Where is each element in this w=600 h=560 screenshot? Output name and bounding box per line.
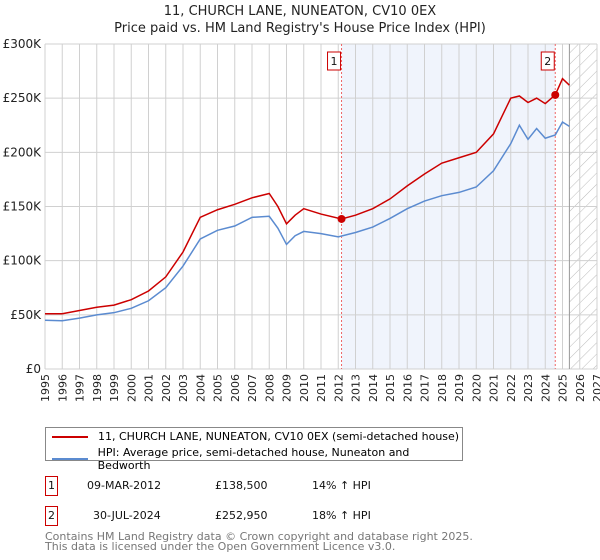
x-tick-label: 2016 [401,374,414,402]
y-tick-label: £150K [3,200,43,214]
legend: 11, CHURCH LANE, NUNEATON, CV10 0EX (sem… [45,427,463,472]
x-tick-label: 2010 [298,374,311,402]
marker-badge: 2 [45,506,58,526]
x-tick-label: 2001 [143,374,156,402]
transaction-price: £252,950 [215,509,268,522]
sale-label: 1 [331,55,338,68]
x-tick-label: 2002 [160,374,173,402]
transaction-date: 30-JUL-2024 [93,509,161,522]
x-tick-label: 1996 [56,374,69,402]
y-tick-label: £50K [10,308,42,322]
sale-label-box [540,51,555,71]
marker-badge: 1 [45,476,58,496]
transaction-date: 09-MAR-2012 [87,479,162,492]
y-tick-label: £100K [3,254,43,268]
x-tick-label: 2023 [522,374,535,402]
x-tick-label: 2011 [315,374,328,402]
x-tick-label: 1995 [39,374,52,402]
x-tick-label: 2014 [367,374,380,402]
x-tick-label: 2000 [125,374,138,402]
x-tick-label: 2006 [229,374,242,402]
sale-point [337,214,346,223]
legend-item-property: 11, CHURCH LANE, NUNEATON, CV10 0EX (sem… [52,430,459,443]
x-tick-label: 2012 [332,374,345,402]
legend-label: 11, CHURCH LANE, NUNEATON, CV10 0EX (sem… [98,430,460,443]
x-tick-label: 2003 [177,374,190,402]
series-line [45,77,570,315]
transaction-hpi: 14% ↑ HPI [312,479,371,492]
y-tick-label: £300K [3,37,43,51]
x-tick-label: 2019 [453,374,466,402]
x-tick-label: 2013 [350,374,363,402]
legend-swatch-red [52,435,88,438]
y-tick-label: £0 [26,362,41,376]
x-tick-label: 2004 [194,374,207,402]
transaction-hpi: 18% ↑ HPI [312,509,371,522]
legend-label: HPI: Average price, semi-detached house,… [97,446,410,472]
chart-title: 11, CHURCH LANE, NUNEATON, CV10 0EX [163,4,437,19]
chart-subtitle: Price paid vs. HM Land Registry's House … [114,21,486,36]
x-tick-label: 2007 [246,374,259,402]
x-tick-label: 2008 [263,374,276,402]
x-tick-label: 2017 [419,374,432,402]
sale-label: 2 [544,55,551,68]
footer-licence: This data is licensed under the Open Gov… [45,540,396,553]
legend-swatch-blue [52,458,88,460]
x-tick-label: 2024 [539,374,552,402]
x-tick-label: 2009 [281,374,294,402]
x-tick-label: 2005 [212,374,225,402]
footer-copyright: Contains HM Land Registry data © Crown c… [45,530,473,543]
x-tick-label: 2021 [488,374,501,402]
series-line [44,120,570,322]
y-tick-label: £200K [3,145,43,159]
x-tick-label: 2027 [591,374,600,402]
legend-item-hpi: HPI: Average price, semi-detached house,… [52,446,462,472]
x-tick-label: 1999 [108,374,121,402]
y-tick-label: £250K [3,91,43,105]
sale-point [551,90,560,99]
x-tick-label: 2025 [557,374,570,402]
x-tick-label: 1998 [91,374,104,402]
x-tick-label: 2026 [574,374,587,402]
x-tick-label: 2018 [436,374,449,402]
x-tick-label: 1997 [74,374,87,402]
x-tick-label: 2020 [470,374,483,402]
transaction-price: £138,500 [215,479,268,492]
price-chart: 1995 1996 1997 1998 1999 2000 2001 2002 2003 2004… [3,37,600,402]
x-tick-label: 2022 [505,374,518,402]
sale-label-box [327,51,342,71]
x-tick-label: 2015 [384,374,397,402]
